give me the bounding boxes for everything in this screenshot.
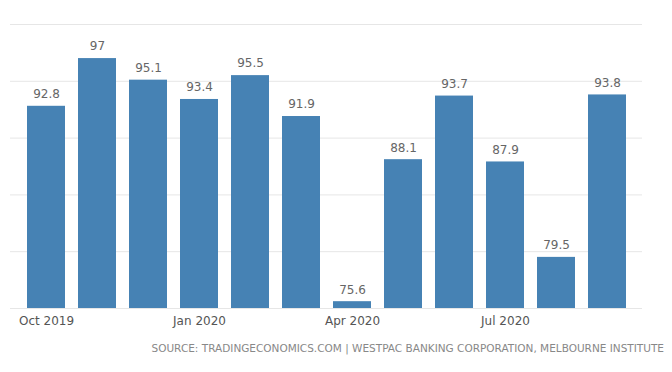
svg-text:93.4: 93.4 bbox=[186, 80, 213, 94]
svg-text:95.5: 95.5 bbox=[237, 56, 264, 70]
svg-text:92.8: 92.8 bbox=[33, 87, 60, 101]
svg-text:93.8: 93.8 bbox=[594, 76, 621, 90]
svg-text:95.1: 95.1 bbox=[135, 61, 162, 75]
svg-text:75.6: 75.6 bbox=[339, 283, 366, 297]
svg-text:Jan 2020: Jan 2020 bbox=[172, 314, 226, 328]
svg-text:79.5: 79.5 bbox=[543, 238, 570, 252]
svg-text:87.9: 87.9 bbox=[492, 143, 519, 157]
svg-text:88.1: 88.1 bbox=[390, 141, 417, 155]
svg-text:91.9: 91.9 bbox=[288, 97, 315, 111]
svg-text:97: 97 bbox=[90, 39, 105, 53]
svg-text:93.7: 93.7 bbox=[441, 77, 468, 91]
svg-text:Oct 2019: Oct 2019 bbox=[19, 314, 74, 328]
svg-text:Apr 2020: Apr 2020 bbox=[325, 314, 380, 328]
svg-text:Jul 2020: Jul 2020 bbox=[480, 314, 530, 328]
html-text:SOURCE: TRADINGECONOMICS.COM |: SOURCE: TRADINGECONOMICS.COM | WESTPAC B… bbox=[151, 342, 664, 354]
